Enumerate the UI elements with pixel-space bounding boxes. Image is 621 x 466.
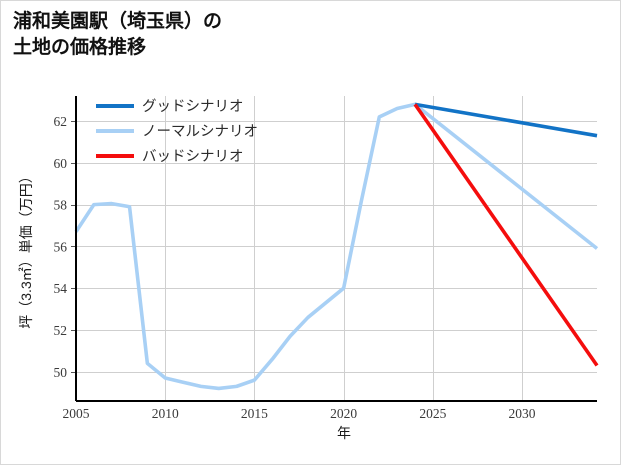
x-axis-title: 年 — [337, 425, 351, 441]
y-axis-tick-labels: 50 52 54 56 58 60 62 — [54, 114, 68, 380]
y-tick-label: 54 — [54, 281, 68, 296]
legend-label-1: ノーマルシナリオ — [142, 124, 258, 140]
x-tick-label: 2025 — [419, 406, 446, 421]
series-line-グッドシナリオ — [414, 102, 598, 138]
x-axis-tick-labels: 2005 2010 2015 2020 2025 2030 — [63, 406, 536, 421]
axis-lines — [75, 96, 597, 402]
x-tick-label: 2015 — [241, 406, 268, 421]
y-tick-label: 56 — [54, 239, 68, 254]
series-line-ノーマルシナリオ — [74, 102, 599, 391]
y-tick-label: 58 — [54, 198, 68, 213]
y-tick-label: 60 — [54, 156, 68, 171]
x-tick-label: 2030 — [509, 406, 536, 421]
x-tick-label: 2020 — [330, 406, 357, 421]
x-tick-label: 2005 — [63, 406, 90, 421]
y-axis-title: 坪（3.3㎡）単価（万円） — [18, 169, 34, 328]
page-title: 浦和美園駅（埼玉県）の 土地の価格推移 — [13, 11, 223, 58]
y-tick-label: 52 — [54, 323, 68, 338]
x-tick-label: 2010 — [152, 406, 179, 421]
legend-label-2: バッドシナリオ — [142, 149, 244, 165]
series-lines — [74, 102, 599, 391]
legend-label-0: グッドシナリオ — [142, 98, 244, 115]
y-tick-label: 62 — [54, 114, 68, 129]
y-tick-label: 50 — [54, 365, 68, 380]
gridlines — [76, 96, 597, 401]
series-line-バッドシナリオ — [413, 103, 599, 367]
